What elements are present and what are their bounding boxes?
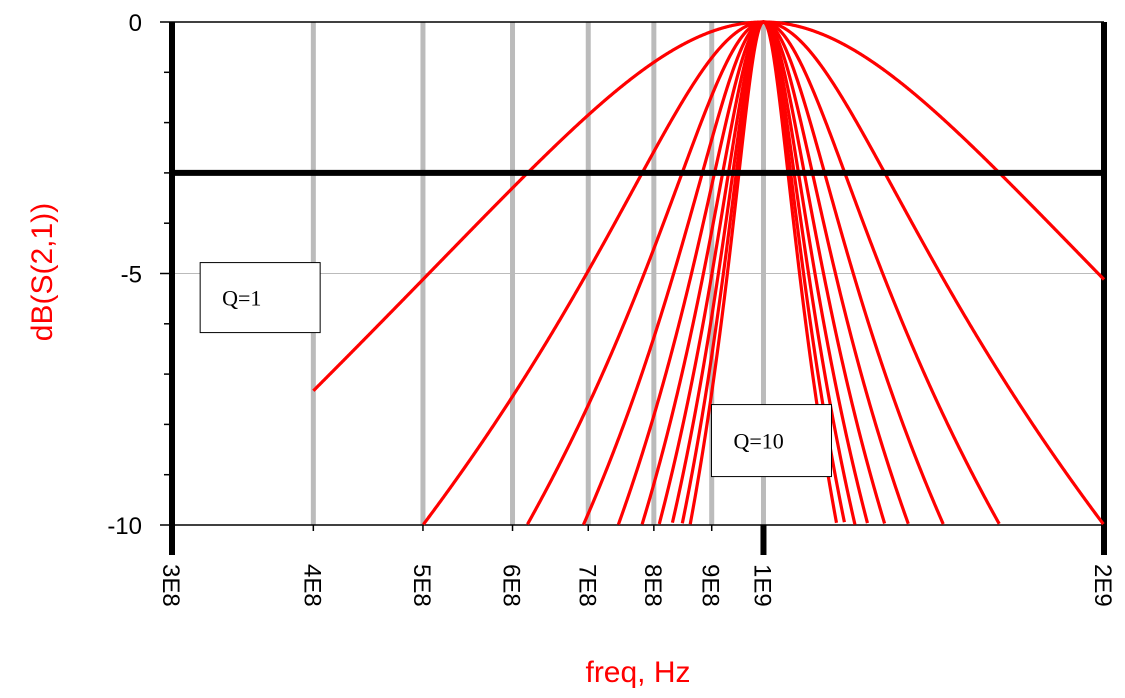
annotation-text: Q=10 bbox=[733, 429, 783, 454]
curve-q-1 bbox=[312, 20, 1106, 392]
annotation-box bbox=[710, 404, 832, 478]
x-tick-label-2e9: 2E9 bbox=[1089, 564, 1116, 607]
y-tick-label-minus5: -5 bbox=[121, 262, 142, 289]
curve-layer bbox=[312, 20, 1106, 526]
y-tick-label-0: 0 bbox=[129, 10, 142, 37]
x-tick-label-4e8: 4E8 bbox=[298, 564, 325, 607]
x-tick-label-3e8: 3E8 bbox=[157, 564, 184, 607]
y-axis-label: dB(S(2,1)) bbox=[26, 203, 59, 341]
x-tick-label-1e9: 1E9 bbox=[748, 564, 775, 607]
x-tick-label-9e8: 9E8 bbox=[697, 564, 724, 607]
x-tick-label-5e8: 5E8 bbox=[408, 564, 435, 607]
x-tick-label-8e8: 8E8 bbox=[639, 564, 666, 607]
tick-label-layer: 0 -5 -10 3E8 4E8 5E8 6E8 7E8 8E8 9E8 1E9 2E9 bbox=[107, 10, 1116, 607]
x-tick-label-6e8: 6E8 bbox=[498, 564, 525, 607]
y-tick-label-minus10: -10 bbox=[107, 513, 142, 540]
axes-layer bbox=[160, 21, 1107, 555]
annotation-layer: Q=1 Q=10 bbox=[199, 262, 832, 478]
annotation-q-1: Q=1 bbox=[199, 262, 321, 334]
annotation-text: Q=1 bbox=[222, 286, 261, 311]
x-axis-label: freq, Hz bbox=[585, 656, 690, 689]
annotation-box bbox=[199, 262, 321, 334]
curve-q-10 bbox=[688, 20, 839, 525]
annotation-q-10: Q=10 bbox=[710, 404, 832, 478]
x-tick-label-7e8: 7E8 bbox=[573, 564, 600, 607]
